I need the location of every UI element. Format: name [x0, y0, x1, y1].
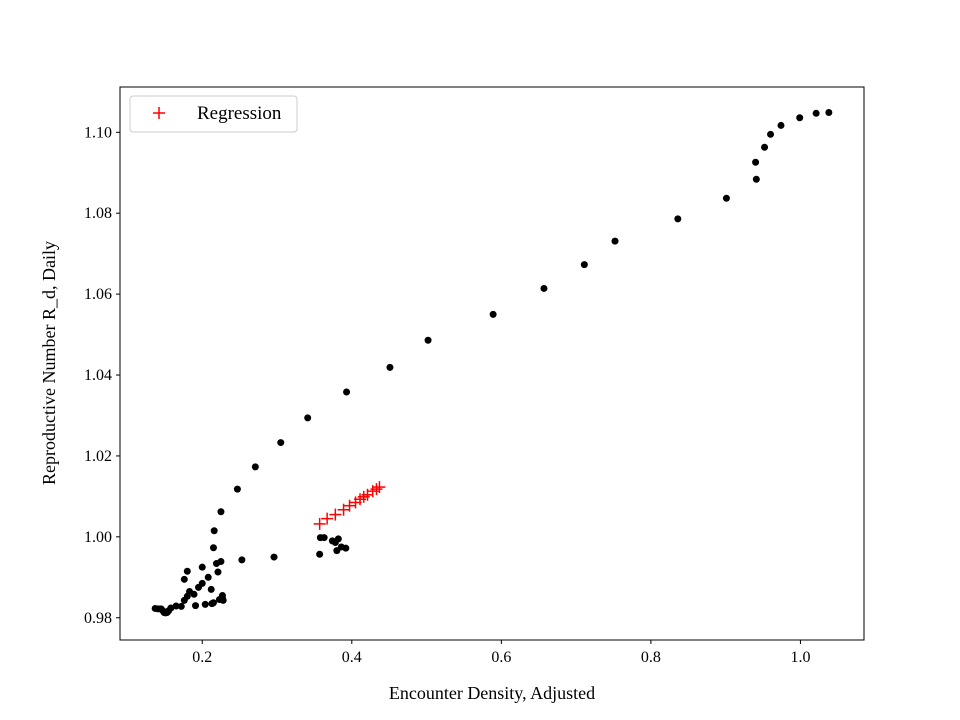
data-point — [177, 602, 185, 610]
y-axis: 0.98 1.00 1.02 1.04 1.06 1.08 1.10 — [84, 124, 120, 627]
data-point — [207, 585, 215, 593]
data-point — [777, 121, 785, 129]
plot-area — [120, 87, 864, 640]
y-tick-label: 0.98 — [84, 610, 112, 627]
data-point — [343, 388, 351, 396]
data-point — [172, 602, 180, 610]
data-point — [233, 485, 241, 493]
data-point — [204, 573, 212, 581]
data-point — [238, 556, 246, 564]
y-tick-label: 1.10 — [84, 124, 112, 141]
data-point — [761, 143, 769, 151]
data-point — [334, 535, 342, 543]
data-point — [752, 158, 760, 166]
data-point — [424, 336, 432, 344]
y-tick-label: 1.04 — [84, 367, 112, 384]
x-tick-label: 0.8 — [641, 649, 661, 666]
y-tick-label: 1.08 — [84, 205, 112, 222]
legend: Regression — [129, 95, 298, 133]
x-tick-label: 1.0 — [790, 649, 810, 666]
data-point — [320, 534, 328, 542]
data-point — [214, 568, 222, 576]
data-point — [217, 508, 225, 516]
y-tick-label: 1.06 — [84, 286, 112, 303]
data-point — [180, 575, 188, 583]
x-tick-label: 0.2 — [192, 649, 212, 666]
regression-point — [321, 512, 334, 525]
regression-point — [329, 508, 342, 521]
regression-point — [373, 481, 386, 494]
data-point — [767, 130, 775, 138]
x-tick-label: 0.4 — [342, 649, 362, 666]
plot-frame — [119, 86, 865, 641]
y-axis-label: Reproductive Number R_d, Daily — [39, 241, 59, 485]
legend-box — [129, 95, 298, 133]
data-point — [209, 544, 217, 552]
y-tick-label: 1.02 — [84, 448, 112, 465]
x-tick-label: 0.6 — [491, 649, 511, 666]
data-point — [270, 553, 278, 561]
data-point — [190, 590, 198, 598]
regression-point — [343, 499, 356, 512]
y-tick-label: 1.00 — [84, 529, 112, 546]
data-point — [825, 108, 833, 116]
data-point — [611, 237, 619, 245]
data-point — [277, 439, 285, 447]
data-point — [796, 114, 804, 122]
data-point — [183, 567, 191, 575]
data-point — [201, 600, 209, 608]
data-point — [812, 109, 820, 117]
regression-point — [313, 517, 326, 530]
x-axis: 0.2 0.4 0.6 0.8 1.0 — [192, 640, 810, 666]
legend-marker-regression — [153, 107, 165, 119]
data-point — [210, 527, 218, 535]
data-point — [316, 550, 324, 558]
data-point — [386, 363, 394, 371]
data-point — [752, 175, 760, 183]
data-point — [580, 261, 588, 269]
data-point — [489, 310, 497, 318]
points-layer — [151, 108, 833, 617]
data-point — [192, 602, 200, 610]
data-point — [198, 579, 206, 587]
data-point — [218, 594, 226, 602]
legend-label-regression: Regression — [197, 103, 282, 124]
data-point — [540, 284, 548, 292]
data-point — [722, 194, 730, 202]
data-point — [198, 563, 206, 571]
data-point — [209, 599, 217, 607]
data-point — [342, 544, 350, 552]
data-point — [217, 558, 225, 566]
x-axis-label: Encounter Density, Adjusted — [389, 683, 595, 703]
data-point — [304, 414, 312, 422]
data-point — [674, 215, 682, 223]
data-point — [251, 463, 259, 471]
regression-point — [370, 483, 383, 496]
